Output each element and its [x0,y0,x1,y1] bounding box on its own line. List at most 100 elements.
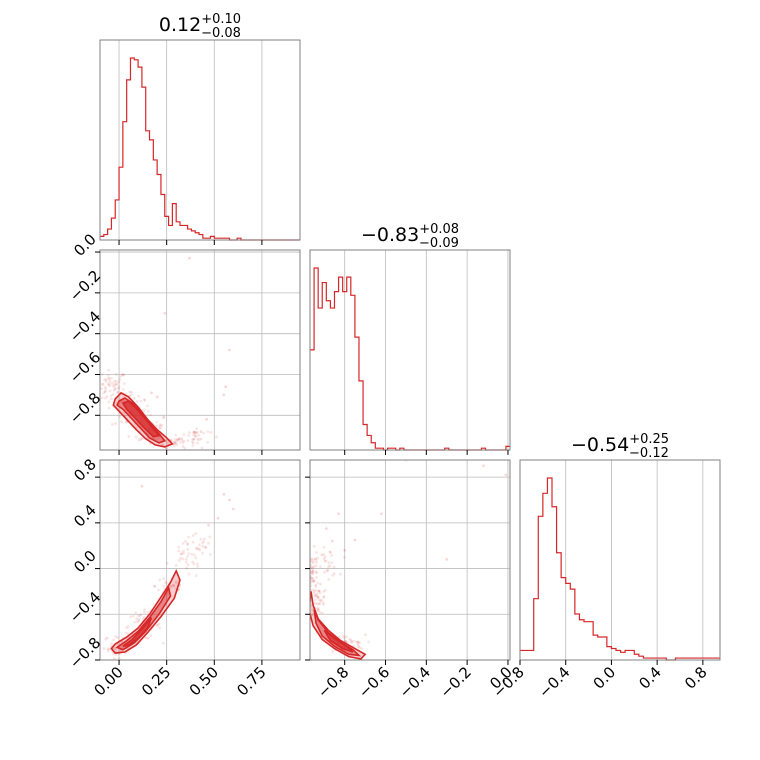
sample-point [315,571,319,574]
sample-point [360,647,364,651]
sample-point [201,551,204,555]
sample-point [199,437,203,441]
sample-point [174,437,177,441]
sample-point [312,558,316,561]
sample-point [134,611,138,614]
title-plus: +0.08 [419,222,459,237]
tick-layer: 0.00 0.25 0.50 0.75 −0.8 −0.6 −0.4 −0.2 0.0−0.8−… [66,230,711,701]
sample-point [174,564,178,567]
sample-point [303,561,306,564]
sample-point [315,550,318,554]
sample-point [203,545,207,549]
sample-point [145,636,149,640]
sample-point [206,430,210,433]
grid-layer [100,40,704,661]
sample-point [110,423,114,426]
sample-point [197,437,201,441]
sample-point [186,554,189,558]
sample-point [121,373,125,377]
sample-point [313,594,317,597]
sample-point [137,438,141,442]
sample-point [125,626,128,630]
sample-point [130,390,133,394]
sample-point [324,527,328,530]
sample-point [126,625,130,628]
sample-point [185,566,189,570]
sample-point [191,560,195,564]
sample-point [204,546,208,550]
title-plus: +0.10 [201,12,241,27]
sample-point [186,563,190,567]
contour-level-0 [310,591,367,660]
sample-point [174,581,178,585]
sample-point [310,576,313,580]
sample-point [318,589,321,593]
title-value: 0.12 [159,14,201,36]
sample-point [316,607,320,610]
sample-point [313,594,317,598]
sample-point [134,435,138,439]
sample-point [314,583,318,587]
sample-point [103,390,107,394]
contour-level-0 [112,391,174,448]
sample-point [324,589,327,592]
contour-level-1 [115,585,172,651]
title-minus: −0.12 [629,446,669,461]
sample-point [136,614,140,618]
sample-point [343,636,346,640]
y-tick-label: −0.4 [66,307,104,345]
sample-point [114,380,118,383]
sample-point [195,430,199,434]
sample-point [107,382,110,386]
sample-point [197,543,201,547]
sample-point [100,396,104,400]
sample-point [228,498,231,502]
sample-point [122,373,126,377]
sample-point [110,381,114,385]
sample-point [162,415,165,419]
sample-point [322,595,325,599]
sample-point [445,558,449,561]
sample-point [114,383,118,387]
sample-point [177,545,180,549]
sample-point [161,641,165,645]
sample-point [169,585,173,589]
sample-point [155,420,159,424]
sample-point [186,439,190,443]
sample-point [157,622,161,626]
sample-point [191,534,195,537]
sample-point [177,437,180,441]
sample-point [173,441,176,445]
sample-point [323,559,327,563]
sample-point [310,557,313,561]
sample-point [106,373,110,377]
sample-point [165,439,169,443]
sample-point [181,541,185,545]
sample-point [314,601,318,605]
sample-point [137,619,141,623]
sample-point [328,564,332,568]
sample-point [312,589,316,593]
sample-point [310,584,313,588]
sample-point [118,415,122,419]
sample-point [317,602,321,606]
sample-point [315,602,319,606]
sample-point [310,570,313,574]
sample-point [172,440,176,444]
sample-point [317,589,321,593]
sample-point [103,396,107,400]
y-tick-label: 0.0 [70,547,100,577]
sample-point [121,399,125,403]
sample-point [174,580,178,584]
sample-point [322,590,326,593]
sample-point [170,438,173,442]
sample-point [108,380,112,383]
sample-point [187,433,191,437]
sample-point [157,436,161,440]
sample-point [108,647,111,651]
sample-point [158,578,162,582]
sample-point [332,565,336,569]
sample-point [341,634,345,638]
sample-point [160,442,164,446]
sample-point [186,547,190,551]
